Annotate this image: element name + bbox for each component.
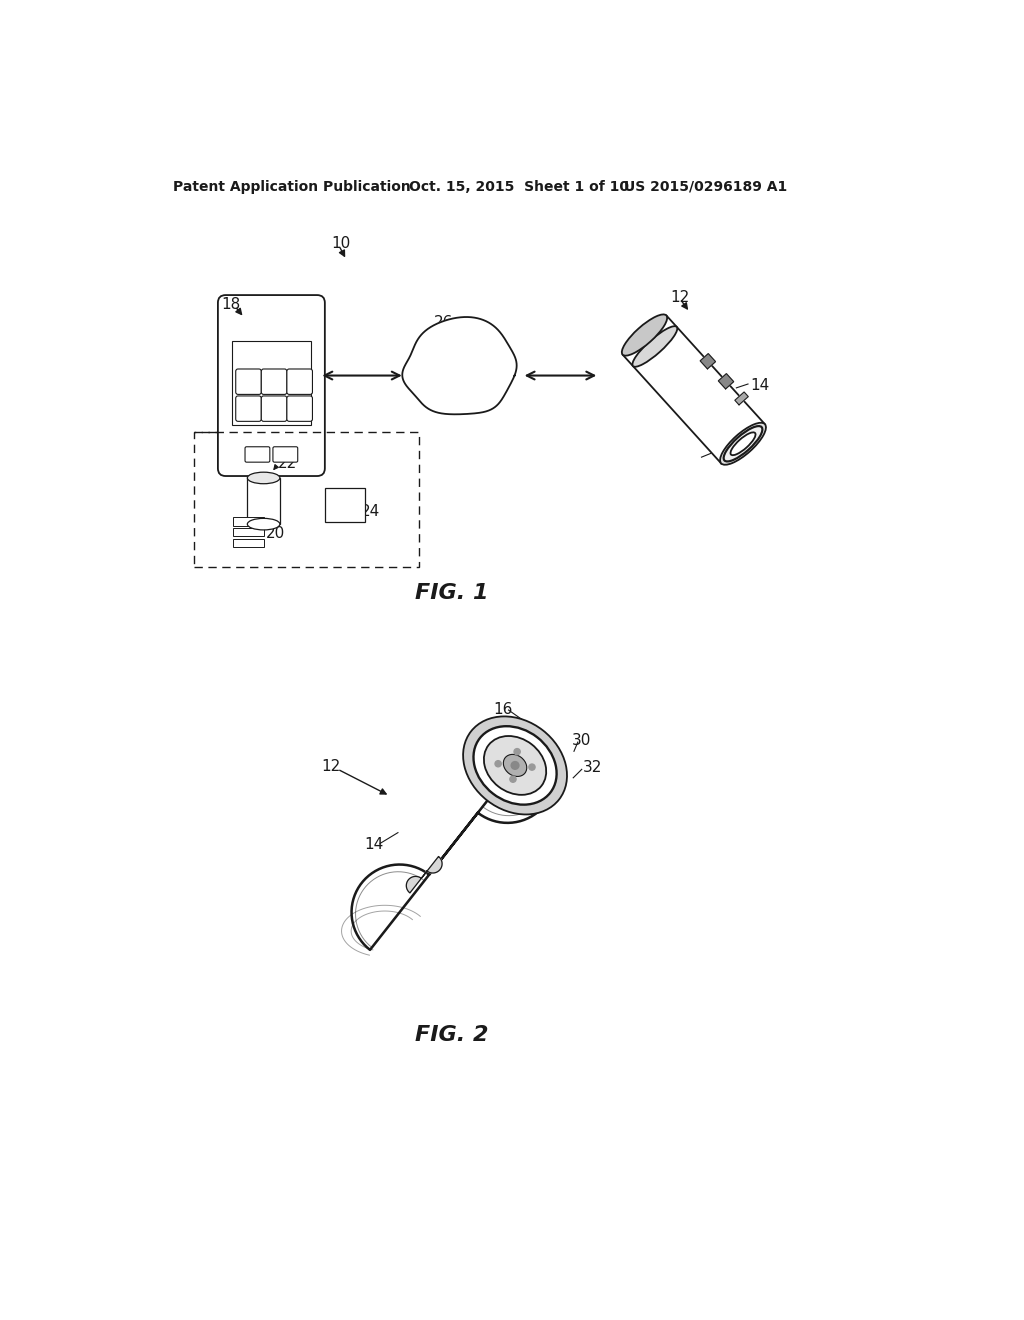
Text: 12: 12 — [671, 289, 690, 305]
Polygon shape — [719, 374, 733, 389]
Circle shape — [471, 376, 502, 407]
Polygon shape — [735, 392, 749, 405]
Ellipse shape — [248, 519, 280, 529]
FancyBboxPatch shape — [236, 396, 261, 421]
Circle shape — [474, 346, 514, 387]
FancyBboxPatch shape — [261, 396, 287, 421]
Text: 26: 26 — [434, 315, 454, 330]
Bar — [232, 539, 263, 548]
Ellipse shape — [730, 433, 756, 455]
Ellipse shape — [463, 717, 567, 814]
Circle shape — [511, 762, 519, 770]
Bar — [194, 432, 419, 566]
FancyBboxPatch shape — [236, 370, 261, 395]
Circle shape — [432, 348, 475, 391]
Polygon shape — [623, 315, 765, 463]
Bar — [232, 528, 263, 536]
FancyBboxPatch shape — [287, 370, 312, 395]
Bar — [248, 478, 280, 524]
Circle shape — [423, 363, 457, 396]
Ellipse shape — [248, 473, 280, 483]
FancyBboxPatch shape — [273, 446, 298, 462]
FancyBboxPatch shape — [245, 446, 270, 462]
FancyBboxPatch shape — [218, 296, 325, 477]
Text: 16: 16 — [725, 444, 744, 458]
Polygon shape — [407, 857, 442, 892]
Ellipse shape — [622, 314, 668, 355]
Text: Patent Application Publication: Patent Application Publication — [173, 180, 411, 194]
Text: 24: 24 — [360, 503, 380, 519]
Circle shape — [449, 372, 482, 407]
FancyBboxPatch shape — [287, 396, 312, 421]
Text: US 2015/0296189 A1: US 2015/0296189 A1 — [624, 180, 787, 194]
Text: 30: 30 — [571, 733, 591, 748]
FancyBboxPatch shape — [261, 370, 287, 395]
Text: Oct. 15, 2015  Sheet 1 of 10: Oct. 15, 2015 Sheet 1 of 10 — [409, 180, 629, 194]
Bar — [232, 517, 263, 525]
Circle shape — [495, 760, 501, 767]
Ellipse shape — [720, 422, 766, 465]
Circle shape — [510, 776, 516, 783]
Polygon shape — [700, 354, 716, 368]
Text: 14: 14 — [751, 378, 770, 393]
Circle shape — [457, 342, 494, 379]
Circle shape — [528, 764, 536, 770]
Bar — [325, 488, 366, 521]
Text: 14: 14 — [365, 837, 384, 853]
Ellipse shape — [633, 326, 677, 367]
Text: 10: 10 — [331, 235, 350, 251]
Circle shape — [514, 748, 520, 755]
Bar — [231, 342, 311, 425]
Circle shape — [486, 372, 514, 400]
Polygon shape — [351, 738, 555, 950]
Ellipse shape — [473, 726, 557, 805]
Text: 12: 12 — [322, 759, 341, 775]
Text: 16: 16 — [493, 702, 512, 717]
Ellipse shape — [484, 737, 546, 795]
Text: 22: 22 — [278, 455, 297, 471]
Text: 18: 18 — [221, 297, 241, 313]
Text: 32: 32 — [583, 760, 602, 775]
Text: 20: 20 — [266, 525, 286, 541]
Polygon shape — [402, 317, 517, 414]
Text: FIG. 1: FIG. 1 — [415, 583, 488, 603]
Circle shape — [490, 362, 521, 392]
Ellipse shape — [724, 426, 763, 462]
Text: FIG. 2: FIG. 2 — [415, 1024, 488, 1044]
Ellipse shape — [504, 755, 526, 776]
